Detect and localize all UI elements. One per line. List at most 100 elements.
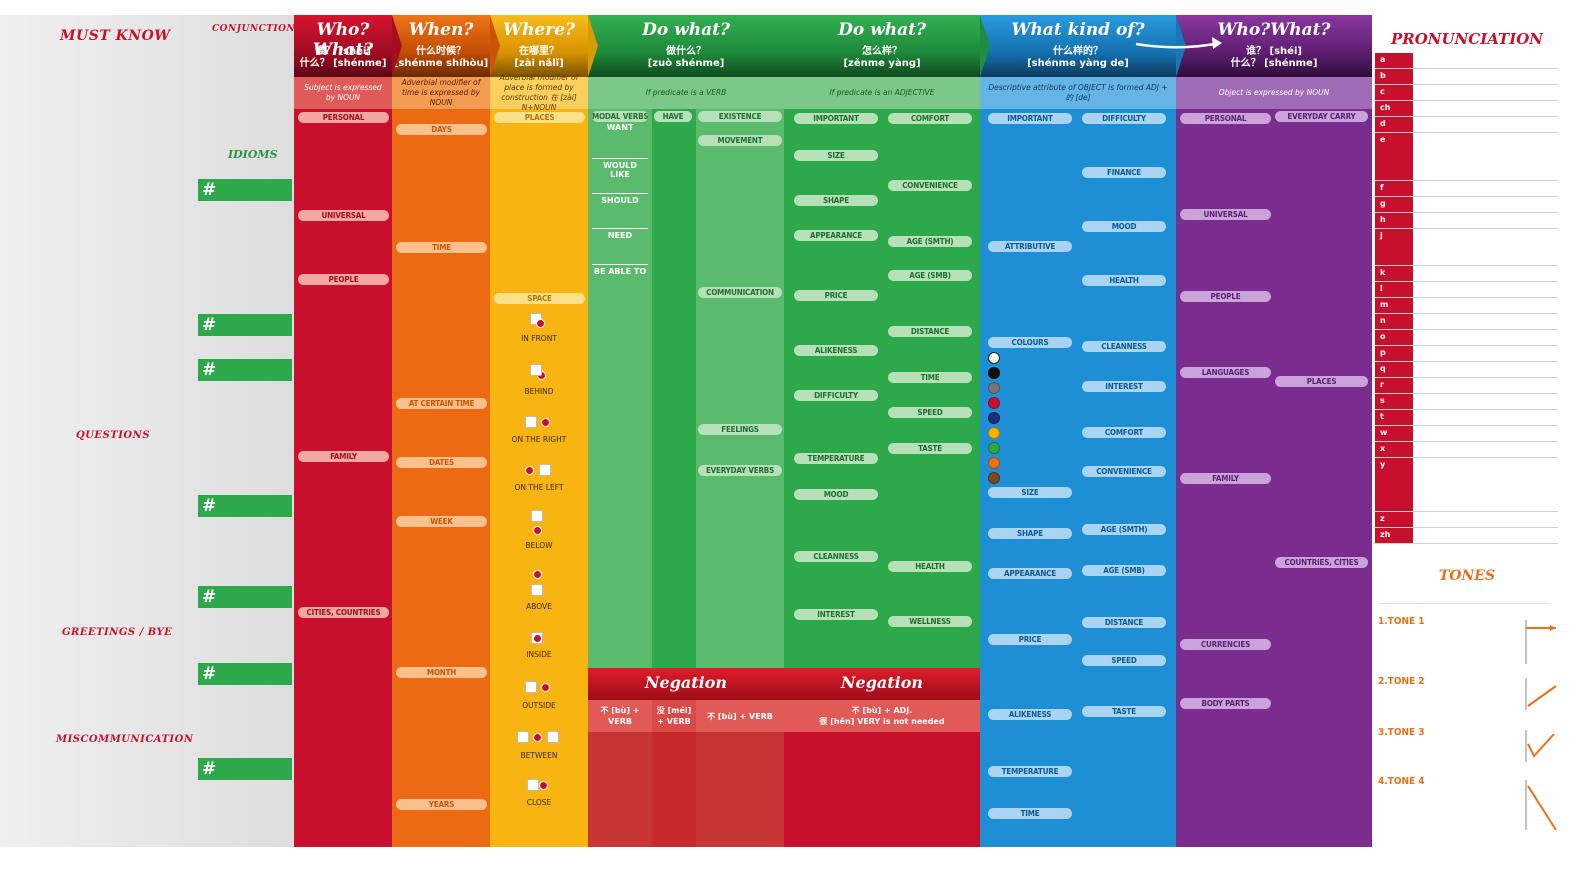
pill-obj-currencies[interactable]: CURRENCIES <box>1180 639 1271 650</box>
pill-kind-temperature[interactable]: TEMPERATURE <box>988 766 1072 777</box>
pill-obj-countries-cities[interactable]: COUNTRIES, CITIES <box>1275 557 1368 568</box>
pill-kind-age-smb[interactable]: AGE (smb) <box>1082 565 1166 576</box>
pill-adj-size[interactable]: SIZE <box>794 150 878 161</box>
question-hash-2[interactable]: # <box>198 586 292 608</box>
pill-adj-alikeness[interactable]: ALIKENESS <box>794 345 878 356</box>
colour-swatch[interactable] <box>988 397 1000 409</box>
pill-adj-taste[interactable]: TASTE <box>888 443 972 454</box>
pill-kind-shape[interactable]: SHAPE <box>988 528 1072 539</box>
pill-kind-attributive[interactable]: ATTRIBUTIVE <box>988 241 1072 252</box>
colour-swatch[interactable] <box>988 472 1000 484</box>
pron-row-f[interactable]: f <box>1375 181 1558 197</box>
pill-kind-colours[interactable]: COLOURS <box>988 337 1072 348</box>
pron-row-l[interactable]: l <box>1375 281 1558 298</box>
pill-obj-family[interactable]: FAMILY <box>1180 473 1271 484</box>
pron-row-d[interactable]: d <box>1375 117 1558 133</box>
pron-row-zh[interactable]: zh <box>1375 528 1558 545</box>
pill-communication[interactable]: COMMUNICATION <box>698 287 782 298</box>
pill-adj-speed[interactable]: SPEED <box>888 407 972 418</box>
pron-row-p[interactable]: p <box>1375 345 1558 362</box>
pill-years[interactable]: YEARS <box>396 799 487 810</box>
pill-kind-distance[interactable]: DISTANCE <box>1082 617 1166 628</box>
pill-people[interactable]: PEOPLE <box>298 274 389 285</box>
pill-family[interactable]: FAMILY <box>298 451 389 462</box>
pill-adj-time[interactable]: TIME <box>888 372 972 383</box>
pill-kind-speed[interactable]: SPEED <box>1082 655 1166 666</box>
pron-row-n[interactable]: n <box>1375 313 1558 330</box>
pill-have[interactable]: HAVE <box>654 111 692 122</box>
pron-row-t[interactable]: t <box>1375 409 1558 426</box>
pill-obj-places[interactable]: PLACES <box>1275 376 1368 387</box>
pill-obj-body-parts[interactable]: BODY PARTS <box>1180 698 1271 709</box>
pron-row-s[interactable]: s <box>1375 393 1558 410</box>
colour-swatch[interactable] <box>988 427 1000 439</box>
pill-adj-important[interactable]: IMPORTANT <box>794 113 878 124</box>
pill-adj-price[interactable]: PRICE <box>794 290 878 301</box>
pill-kind-important[interactable]: IMPORTANT <box>988 113 1072 124</box>
idiom-hash-3[interactable]: # <box>198 359 292 381</box>
pill-obj-personal[interactable]: PERSONAL <box>1180 113 1271 124</box>
pron-row-w[interactable]: w <box>1375 425 1558 442</box>
pill-kind-alikeness[interactable]: ALIKENESS <box>988 709 1072 720</box>
pill-kind-mood[interactable]: MOOD <box>1082 221 1166 232</box>
pill-kind-size[interactable]: SIZE <box>988 487 1072 498</box>
pill-movement[interactable]: MOVEMENT <box>698 135 782 146</box>
pill-adj-appearance[interactable]: APPEARANCE <box>794 230 878 241</box>
pill-kind-difficulty[interactable]: DIFFICULTY <box>1082 113 1166 124</box>
pill-adj-shape[interactable]: SHAPE <box>794 195 878 206</box>
pill-feelings[interactable]: FEELINGS <box>698 424 782 435</box>
pill-adj-age-smb[interactable]: AGE (smb) <box>888 270 972 281</box>
pill-kind-time[interactable]: TIME <box>988 808 1072 819</box>
pron-row-z[interactable]: z <box>1375 512 1558 529</box>
pill-adj-health[interactable]: HEALTH <box>888 561 972 572</box>
pill-days[interactable]: DAYS <box>396 124 487 135</box>
idiom-hash-2[interactable]: # <box>198 314 292 336</box>
pron-row-r[interactable]: r <box>1375 377 1558 394</box>
pill-adj-difficulty[interactable]: DIFFICULTY <box>794 390 878 401</box>
pill-modal-verbs[interactable]: MODAL VERBS <box>592 111 648 122</box>
colour-swatch[interactable] <box>988 382 1000 394</box>
pill-adj-convenience[interactable]: CONVENIENCE <box>888 180 972 191</box>
pill-kind-comfort[interactable]: COMFORT <box>1082 427 1166 438</box>
pron-row-e[interactable]: e <box>1375 133 1558 181</box>
pill-adj-temperature[interactable]: TEMPERATURE <box>794 453 878 464</box>
pron-row-o[interactable]: o <box>1375 329 1558 346</box>
pill-kind-convenience[interactable]: CONVENIENCE <box>1082 466 1166 477</box>
pill-kind-health[interactable]: HEALTH <box>1082 275 1166 286</box>
pill-adj-distance[interactable]: DISTANCE <box>888 326 972 337</box>
colour-swatch[interactable] <box>988 442 1000 454</box>
pill-kind-cleanness[interactable]: CLEANNESS <box>1082 341 1166 352</box>
pill-cities-countries[interactable]: CITIES, COUNTRIES <box>298 607 389 618</box>
question-hash-1[interactable]: # <box>198 495 292 517</box>
pill-kind-finance[interactable]: FINANCE <box>1082 167 1166 178</box>
pill-adj-comfort[interactable]: COMFORT <box>888 113 972 124</box>
pill-obj-people[interactable]: PEOPLE <box>1180 291 1271 302</box>
pron-row-q[interactable]: q <box>1375 361 1558 378</box>
pill-week[interactable]: WEEK <box>396 516 487 527</box>
pron-row-h[interactable]: h <box>1375 213 1558 229</box>
pron-row-b[interactable]: b <box>1375 69 1558 85</box>
pron-row-k[interactable]: k <box>1375 265 1558 282</box>
pill-kind-taste[interactable]: TASTE <box>1082 706 1166 717</box>
colour-swatch[interactable] <box>988 367 1000 379</box>
pron-row-g[interactable]: g <box>1375 197 1558 213</box>
pill-adj-mood[interactable]: MOOD <box>794 489 878 500</box>
pill-time[interactable]: TIME <box>396 242 487 253</box>
pill-obj-universal[interactable]: UNIVERSAL <box>1180 209 1271 220</box>
pill-month[interactable]: MONTH <box>396 667 487 678</box>
pill-kind-appearance[interactable]: APPEARANCE <box>988 568 1072 579</box>
pron-row-x[interactable]: x <box>1375 441 1558 458</box>
pill-adj-cleanness[interactable]: CLEANNESS <box>794 551 878 562</box>
idiom-hash-1[interactable]: # <box>198 179 292 201</box>
pill-places[interactable]: PLACES <box>494 112 585 123</box>
pill-kind-age-smth[interactable]: AGE (smth) <box>1082 524 1166 535</box>
colour-swatch[interactable] <box>988 412 1000 424</box>
pill-at-certain-time[interactable]: AT CERTAIN TIME <box>396 398 487 409</box>
pill-dates[interactable]: DATES <box>396 457 487 468</box>
pill-adj-age-smth[interactable]: AGE (smth) <box>888 236 972 247</box>
pron-row-j[interactable]: j <box>1375 229 1558 266</box>
pill-space[interactable]: SPACE <box>494 293 585 304</box>
greetings-hash[interactable]: # <box>198 663 292 685</box>
pron-row-y[interactable]: y <box>1375 457 1558 513</box>
colour-swatch[interactable] <box>988 352 1000 364</box>
